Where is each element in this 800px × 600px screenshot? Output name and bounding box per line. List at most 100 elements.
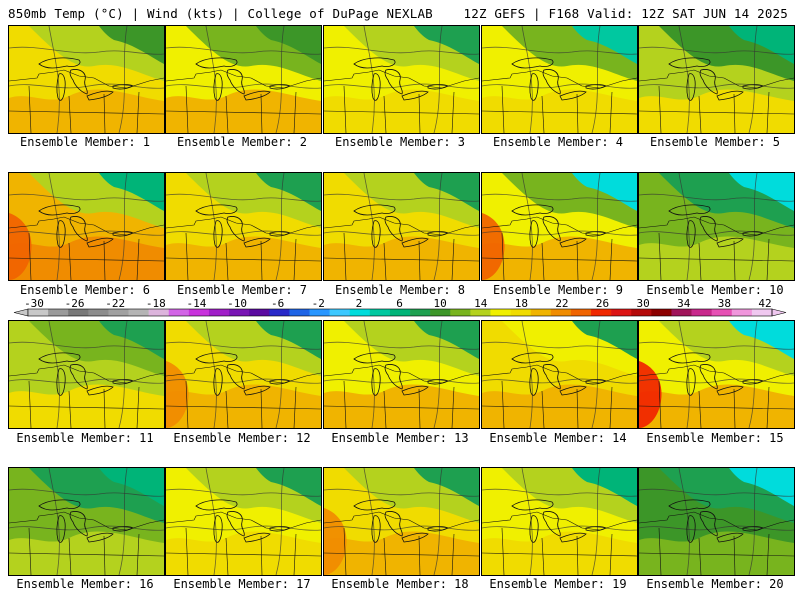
ensemble-map-panel (165, 25, 322, 134)
colorbar-swatch (570, 309, 592, 316)
colorbar-swatch (28, 309, 49, 316)
colorbar-label: -2 (312, 297, 325, 310)
ensemble-member-label: Ensemble Member: 7 (176, 283, 308, 297)
colorbar-label: -14 (187, 297, 207, 310)
colorbar-label: 34 (677, 297, 691, 310)
colorbar-label: -18 (146, 297, 166, 310)
colorbar-swatch (470, 309, 491, 316)
colorbar-swatch (691, 309, 712, 316)
ensemble-member-label: Ensemble Member: 16 (16, 577, 154, 591)
colorbar-swatch (148, 309, 170, 316)
ensemble-member-label: Ensemble Member: 17 (173, 577, 311, 591)
ensemble-map-panel (323, 320, 480, 429)
temperature-map (9, 173, 164, 280)
temperature-map (639, 321, 794, 428)
ensemble-map-panel (638, 467, 795, 576)
temperature-map (639, 468, 794, 575)
colorbar-label: -30 (24, 297, 44, 310)
temperature-map (324, 321, 479, 428)
colorbar-label: 18 (515, 297, 528, 310)
ensemble-member-label: Ensemble Member: 11 (16, 431, 154, 445)
ensemble-member-label: Ensemble Member: 2 (176, 135, 308, 149)
model-run-info: 12Z GEFS | F168 Valid: 12Z SAT JUN 14 20… (463, 6, 788, 21)
temperature-map (324, 26, 479, 133)
temperature-map (324, 468, 479, 575)
temperature-map (482, 321, 637, 428)
ensemble-map-panel (323, 172, 480, 281)
ensemble-map-panel (481, 172, 638, 281)
colorbar-label: 10 (433, 297, 446, 310)
temperature-map (482, 173, 637, 280)
colorbar-swatch (128, 309, 149, 316)
temperature-map (9, 26, 164, 133)
ensemble-map-panel (481, 467, 638, 576)
temperature-map (639, 173, 794, 280)
colorbar-right-arrow (771, 308, 787, 317)
colorbar-swatch (711, 309, 733, 316)
colorbar-swatch (369, 309, 391, 316)
ensemble-member-label: Ensemble Member: 4 (492, 135, 624, 149)
ensemble-member-label: Ensemble Member: 8 (334, 283, 466, 297)
colorbar-swatch (631, 309, 652, 316)
ensemble-member-label: Ensemble Member: 3 (334, 135, 466, 149)
temperature-map (9, 321, 164, 428)
temperature-map (166, 173, 321, 280)
ensemble-member-label: Ensemble Member: 1 (19, 135, 151, 149)
colorbar-swatch (530, 309, 552, 316)
ensemble-member-label: Ensemble Member: 5 (649, 135, 781, 149)
colorbar-swatch (249, 309, 270, 316)
colorbar-swatch (188, 309, 210, 316)
colorbar-swatch (651, 309, 672, 316)
colorbar-label: 22 (555, 297, 568, 310)
colorbar-label: -26 (65, 297, 85, 310)
colorbar-label: -6 (271, 297, 284, 310)
colorbar-swatch (389, 309, 411, 316)
map-title: 850mb Temp (°C) | Wind (kts) | College o… (8, 6, 433, 21)
temperature-map (166, 26, 321, 133)
colorbar-swatch (168, 309, 190, 316)
ensemble-map-panel (638, 25, 795, 134)
colorbar-swatch (108, 309, 129, 316)
colorbar-label: 26 (596, 297, 609, 310)
colorbar-swatch (510, 309, 532, 316)
temperature-map (166, 321, 321, 428)
colorbar-left-arrow (13, 308, 29, 317)
ensemble-member-label: Ensemble Member: 14 (489, 431, 627, 445)
colorbar-label: -22 (105, 297, 125, 310)
ensemble-map-panel (481, 320, 638, 429)
colorbar-swatch (430, 309, 451, 316)
colorbar-swatch (731, 309, 753, 316)
colorbar-swatch (450, 309, 471, 316)
temperature-map (166, 468, 321, 575)
colorbar-label: 42 (758, 297, 771, 310)
colorbar-swatch (490, 309, 511, 316)
ensemble-member-label: Ensemble Member: 13 (331, 431, 469, 445)
ensemble-member-label: Ensemble Member: 12 (173, 431, 311, 445)
colorbar-swatch (309, 309, 330, 316)
colorbar-swatch (751, 309, 773, 316)
colorbar-swatch (550, 309, 572, 316)
temperature-colorbar: -30 -26 -22 -18 -14 -10 -6 -2 2 6 10 14 18 22 26 30 34 38… (13, 297, 787, 317)
ensemble-map-panel (638, 172, 795, 281)
colorbar-swatch (68, 309, 89, 316)
colorbar-swatch (289, 309, 310, 316)
temperature-map (9, 468, 164, 575)
colorbar-swatch (229, 309, 250, 316)
ensemble-map-panel (8, 172, 165, 281)
colorbar-swatch (269, 309, 290, 316)
colorbar-label: 30 (637, 297, 650, 310)
ensemble-map-panel (165, 320, 322, 429)
ensemble-member-label: Ensemble Member: 6 (19, 283, 151, 297)
temperature-map (482, 468, 637, 575)
colorbar-swatch (349, 309, 371, 316)
colorbar-label: 6 (396, 297, 403, 310)
temperature-map (639, 26, 794, 133)
colorbar-swatch (48, 309, 69, 316)
ensemble-map-panel (323, 467, 480, 576)
ensemble-map-panel (165, 172, 322, 281)
ensemble-map-panel (481, 25, 638, 134)
ensemble-member-label: Ensemble Member: 15 (646, 431, 784, 445)
ensemble-member-label: Ensemble Member: 19 (489, 577, 627, 591)
ensemble-map-panel (8, 467, 165, 576)
colorbar-swatch (88, 309, 109, 316)
